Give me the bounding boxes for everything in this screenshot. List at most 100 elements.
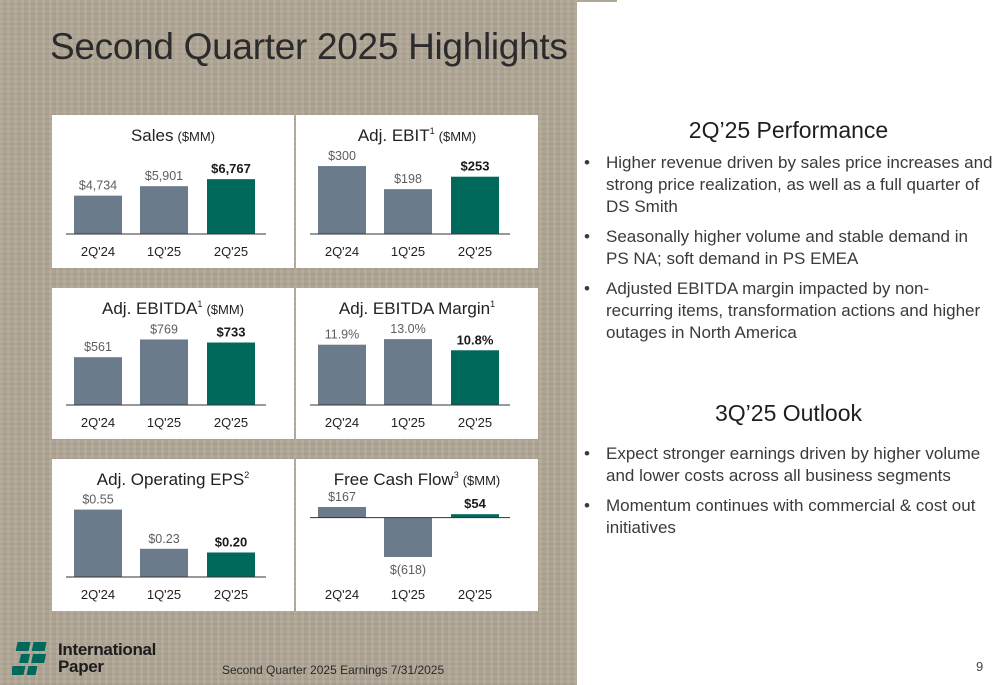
adj-ebit-chart: Adj. EBIT1 ($MM) $300 2Q'24 $198 1Q'25 $253 2Q'… xyxy=(296,115,538,268)
free-cash-flow-chart: Free Cash Flow3 ($MM) $167 2Q'24 $(618) 1Q'25… xyxy=(296,459,538,611)
chart-svg: Sales ($MM) $4,734 2Q'24 $5,901 1Q'25 $6,767 2Q… xyxy=(66,126,266,259)
data-label: $0.23 xyxy=(148,532,179,546)
data-label: $4,734 xyxy=(79,179,117,193)
adj-ebitda-chart: Adj. EBITDA1 ($MM) $561 2Q'24 $769 1Q'25 $733 2… xyxy=(52,288,294,439)
chart-title: Sales ($MM) xyxy=(131,126,215,145)
chart-svg: Adj. EBITDA Margin1 11.9% 2Q'24 13.0% 1Q'25 1… xyxy=(310,299,510,430)
chart-title-superscript: 1 xyxy=(197,299,202,309)
category-label: 2Q'25 xyxy=(458,415,492,430)
chart-title-text: Free Cash Flow xyxy=(334,470,455,489)
chart-svg: Adj. EBIT1 ($MM) $300 2Q'24 $198 1Q'25 $253 2Q'… xyxy=(310,126,510,259)
chart-bar xyxy=(384,339,432,405)
category-label: 1Q'25 xyxy=(147,244,181,259)
chart-title: Adj. Operating EPS2 xyxy=(97,470,249,489)
chart-title-unit: ($MM) xyxy=(177,129,215,144)
chart-title: Adj. EBITDA Margin1 xyxy=(339,299,495,318)
category-label: 2Q'25 xyxy=(214,587,248,602)
chart-bar xyxy=(318,344,366,405)
chart-bar xyxy=(74,195,122,234)
chart-title-text: Adj. EBITDA Margin xyxy=(339,299,490,318)
category-label: 2Q'24 xyxy=(81,244,115,259)
outlook-bullet: Momentum continues with commercial & cos… xyxy=(584,495,994,539)
chart-bar xyxy=(140,339,188,405)
logo-line-1: International xyxy=(58,640,157,659)
chart-svg: Adj. Operating EPS2 $0.55 2Q'24 $0.23 1Q'25 $… xyxy=(66,470,266,602)
data-label: $167 xyxy=(328,490,356,504)
data-label: $300 xyxy=(328,149,356,163)
category-label: 1Q'25 xyxy=(391,415,425,430)
chart-title-superscript: 1 xyxy=(490,299,495,309)
page-title: Second Quarter 2025 Highlights xyxy=(50,26,568,67)
chart-svg: Adj. EBITDA1 ($MM) $561 2Q'24 $769 1Q'25 $733 2… xyxy=(66,299,266,430)
data-label: $769 xyxy=(150,322,178,336)
data-label: $54 xyxy=(464,496,486,511)
chart-bar xyxy=(207,552,255,577)
data-label: $6,767 xyxy=(211,161,251,176)
category-label: 2Q'24 xyxy=(325,244,359,259)
category-label: 2Q'25 xyxy=(214,415,248,430)
data-label: $(618) xyxy=(390,563,426,577)
category-label: 1Q'25 xyxy=(147,587,181,602)
chart-bar xyxy=(207,179,255,234)
performance-bullets: Higher revenue driven by sales price inc… xyxy=(584,152,994,352)
category-label: 2Q'25 xyxy=(214,244,248,259)
chart-bar xyxy=(140,548,188,577)
chart-title-unit: ($MM) xyxy=(439,129,477,144)
footer-text: Second Quarter 2025 Earnings 7/31/2025 xyxy=(222,663,445,677)
chart-title: Free Cash Flow3 ($MM) xyxy=(334,470,501,489)
adj-ebitda-margin-chart: Adj. EBITDA Margin1 11.9% 2Q'24 13.0% 1Q'25 1… xyxy=(296,288,538,439)
outlook-bullets: Expect stronger earnings driven by highe… xyxy=(584,443,994,547)
top-accent-line xyxy=(577,0,617,2)
data-label: $561 xyxy=(84,340,112,354)
chart-title-superscript: 2 xyxy=(244,470,249,480)
category-label: 2Q'24 xyxy=(81,415,115,430)
data-label: $198 xyxy=(394,172,422,186)
data-label: $0.20 xyxy=(215,534,248,549)
chart-bar xyxy=(318,507,366,518)
chart-bar xyxy=(451,350,499,405)
performance-bullet: Adjusted EBITDA margin impacted by non-r… xyxy=(584,278,994,344)
data-label: $253 xyxy=(461,159,490,174)
chart-title-superscript: 1 xyxy=(430,126,435,136)
chart-bar xyxy=(74,357,122,405)
chart-bar xyxy=(451,176,499,234)
category-label: 2Q'25 xyxy=(458,244,492,259)
outlook-heading: 3Q’25 Outlook xyxy=(714,400,863,426)
chart-bar xyxy=(384,189,432,234)
data-label: $733 xyxy=(217,325,246,340)
performance-bullet: Higher revenue driven by sales price inc… xyxy=(584,152,994,218)
chart-bar xyxy=(451,514,499,518)
chart-title-text: Sales xyxy=(131,126,174,145)
category-label: 2Q'24 xyxy=(325,587,359,602)
outlook-bullet: Expect stronger earnings driven by highe… xyxy=(584,443,994,487)
category-label: 2Q'24 xyxy=(81,587,115,602)
category-label: 2Q'24 xyxy=(325,415,359,430)
chart-title-unit: ($MM) xyxy=(206,302,244,317)
category-label: 1Q'25 xyxy=(391,587,425,602)
chart-title-text: Adj. EBITDA xyxy=(102,299,198,318)
category-label: 1Q'25 xyxy=(391,244,425,259)
chart-title-unit: ($MM) xyxy=(463,473,501,488)
data-label: 10.8% xyxy=(457,332,494,347)
chart-title: Adj. EBITDA1 ($MM) xyxy=(102,299,244,318)
data-label: $5,901 xyxy=(145,169,183,183)
chart-svg: Free Cash Flow3 ($MM) $167 2Q'24 $(618) 1Q'25… xyxy=(310,470,510,602)
chart-title: Adj. EBIT1 ($MM) xyxy=(358,126,476,145)
adj-operating-eps-chart: Adj. Operating EPS2 $0.55 2Q'24 $0.23 1Q'25 $… xyxy=(52,459,294,611)
chart-bar xyxy=(74,509,122,577)
chart-bar xyxy=(140,186,188,234)
logo-wordmark: International Paper xyxy=(58,641,156,675)
data-label: $0.55 xyxy=(82,493,113,507)
performance-heading: 2Q’25 Performance xyxy=(688,117,889,143)
page-number: 9 xyxy=(976,659,984,674)
chart-title-text: Adj. Operating EPS xyxy=(97,470,244,489)
chart-bar xyxy=(384,517,432,557)
chart-title-superscript: 3 xyxy=(454,470,459,480)
data-label: 11.9% xyxy=(325,328,360,342)
international-paper-logo-icon xyxy=(12,642,47,675)
performance-bullet: Seasonally higher volume and stable dema… xyxy=(584,226,994,270)
category-label: 2Q'25 xyxy=(458,587,492,602)
data-label: 13.0% xyxy=(390,322,425,336)
sales-chart: Sales ($MM) $4,734 2Q'24 $5,901 1Q'25 $6,767 2Q… xyxy=(52,115,294,268)
logo-line-2: Paper xyxy=(58,657,104,676)
